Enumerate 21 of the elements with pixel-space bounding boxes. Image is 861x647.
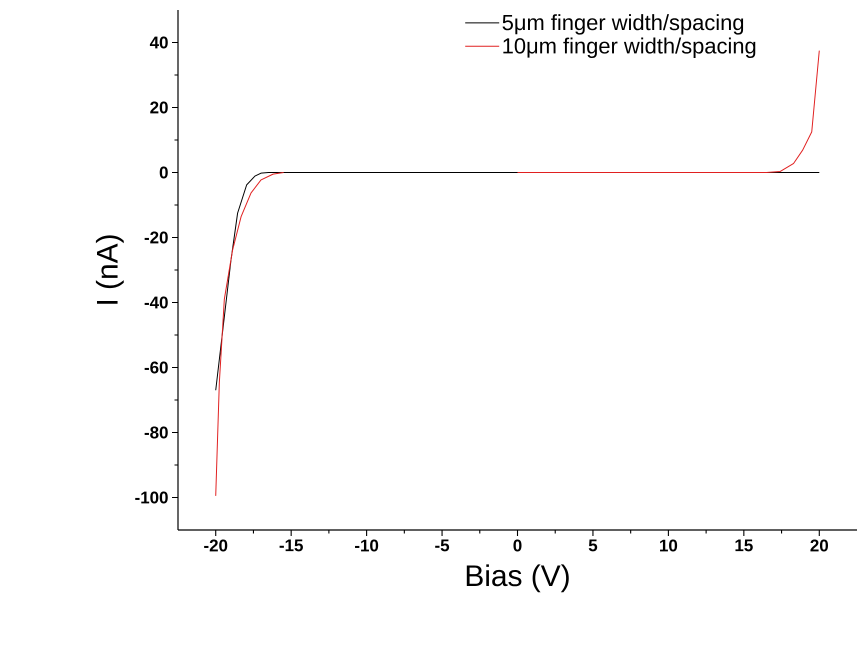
- x-tick-label: -5: [435, 540, 450, 552]
- y-tick-label: 20: [150, 101, 168, 114]
- x-tick-label: 20: [810, 540, 828, 552]
- legend-label: 5μm finger width/spacing: [502, 14, 744, 35]
- x-tick-label: 5: [588, 540, 598, 552]
- x-tick-label: 0: [513, 540, 522, 552]
- x-tick-label: 15: [735, 540, 753, 552]
- x-tick-label: -20: [204, 540, 228, 552]
- x-axis-title: Bias (V): [466, 564, 569, 592]
- y-tick-label: 0: [160, 166, 168, 178]
- y-tick-label: -80: [144, 426, 168, 438]
- y-tick-label: -40: [144, 296, 168, 308]
- x-tick-label: 10: [660, 540, 678, 552]
- y-axis-title: I (nA): [96, 235, 124, 304]
- y-tick-label: -100: [135, 492, 168, 504]
- y-tick-label: -60: [144, 362, 168, 374]
- legend-label: 10μm finger width/spacing: [503, 38, 756, 58]
- x-tick-label: -10: [355, 540, 378, 552]
- y-tick-label: 40: [150, 36, 168, 48]
- x-tick-label: -15: [280, 540, 303, 552]
- y-tick-label: -20: [144, 232, 168, 244]
